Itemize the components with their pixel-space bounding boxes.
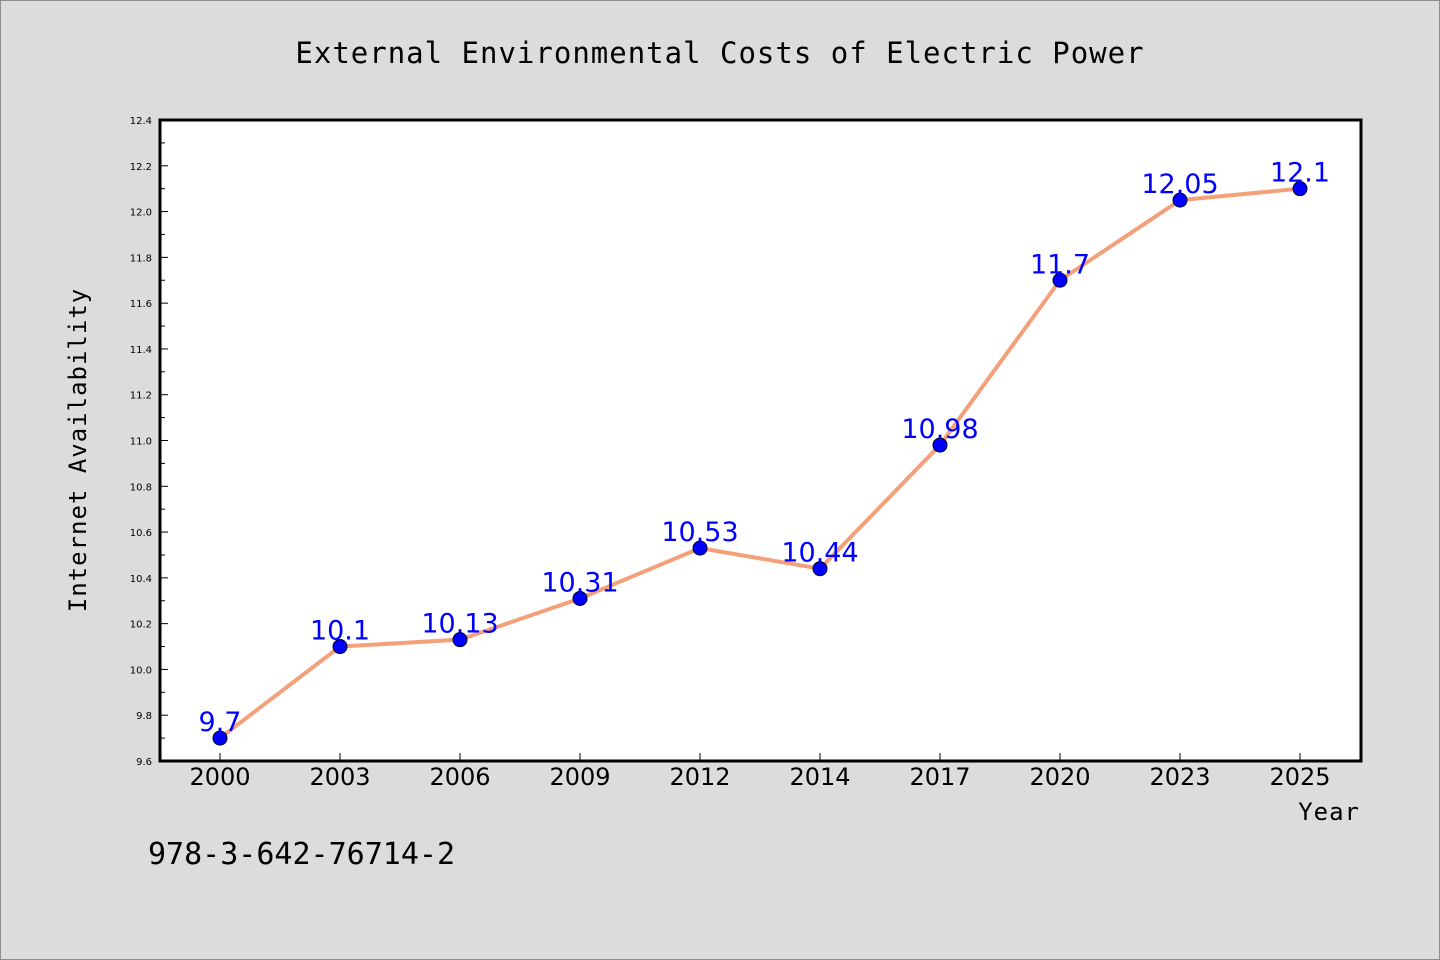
x-tick-label: 2017 [909,763,970,791]
data-point [572,590,588,606]
data-label: 11.7 [1030,249,1090,280]
data-label: 10.1 [310,616,370,647]
footer-isbn: 978-3-642-76714-2 [148,837,455,872]
data-point [452,632,468,648]
x-tick-label: 2014 [789,763,850,791]
y-tick-label: 10.8 [130,482,152,493]
plot-border [158,118,1363,763]
x-tick-label: 2009 [549,763,610,791]
x-tick-label: 2012 [669,763,730,791]
y-tick-label: 11.2 [130,391,152,402]
data-label: 10.98 [901,414,978,445]
data-label: 12.1 [1270,158,1330,189]
data-label: 10.13 [421,609,498,640]
data-point [1292,181,1308,197]
x-tick-label: 2020 [1029,763,1090,791]
data-label: 9.7 [199,707,242,738]
data-point [812,561,828,577]
data-point [1172,192,1188,208]
data-label: 10.31 [541,567,618,598]
data-label: 12.05 [1141,169,1218,200]
data-point [212,730,228,746]
x-axis: 2000 2003 2006 2009 2012 2014 2017 2020 2023 2025 [189,753,1331,791]
x-tick-label: 2003 [309,763,370,791]
y-tick-label: 11.6 [130,299,152,310]
x-tick-label: 2025 [1269,763,1330,791]
y-tick-label: 11.0 [130,437,152,448]
x-tick-label: 2006 [429,763,490,791]
data-labels: 9.7 10.1 10.13 10.31 10.53 10.44 10.98 11.7 12.0… [199,158,1331,738]
data-point [1052,272,1068,288]
data-label: 10.44 [781,538,858,569]
data-point [932,437,948,453]
y-tick-label: 9.6 [136,757,152,768]
y-tick-label: 11.4 [130,345,152,356]
data-point [332,639,348,655]
x-tick-label: 2023 [1149,763,1210,791]
y-tick-label: 10.4 [130,574,152,585]
chart-title: External Environmental Costs of Electric… [295,36,1144,70]
series-path [218,186,1301,740]
y-tick-label: 12.0 [130,208,152,219]
y-tick-label: 10.0 [130,665,152,676]
data-point [692,540,708,556]
y-axis: 9.6 9.8 10.0 10.2 10.4 10.6 10.8 11.0 11.2 11.4 11… [130,116,168,768]
y-tick-label: 12.4 [130,116,152,127]
series-line [212,181,1308,746]
y-tick-label: 10.2 [130,620,152,631]
y-tick-label: 10.6 [130,528,152,539]
x-tick-label: 2000 [189,763,250,791]
y-tick-label: 11.8 [130,253,152,264]
y-tick-label: 12.2 [130,162,152,173]
y-axis-label: Internet Availability [64,288,92,612]
x-axis-label: Year [1298,798,1360,826]
y-tick-label: 9.8 [136,711,152,722]
plot-area [160,120,1361,761]
data-label: 10.53 [661,517,738,548]
